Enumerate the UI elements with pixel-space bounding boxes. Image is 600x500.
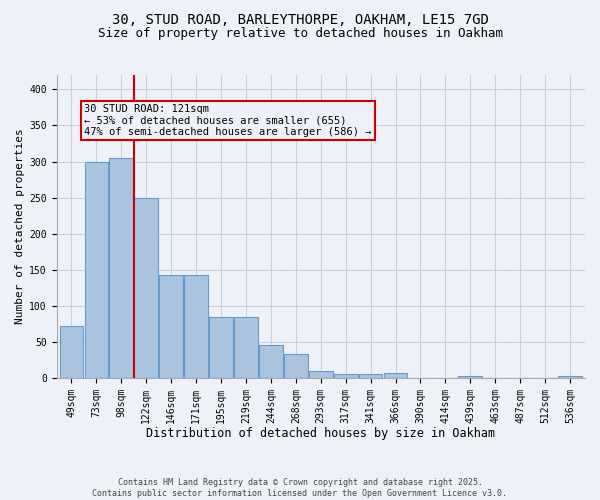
Text: Size of property relative to detached houses in Oakham: Size of property relative to detached ho… (97, 28, 503, 40)
Bar (234, 316, 258, 378)
Bar (85, 162, 108, 378)
Bar (458, 376, 482, 378)
Bar (558, 376, 582, 378)
Bar (184, 274, 208, 378)
Bar (334, 374, 358, 378)
Y-axis label: Number of detached properties: Number of detached properties (15, 128, 25, 324)
Bar (359, 374, 382, 378)
Bar (209, 316, 233, 378)
Bar (284, 354, 308, 378)
Bar (109, 158, 133, 378)
Text: Contains HM Land Registry data © Crown copyright and database right 2025.
Contai: Contains HM Land Registry data © Crown c… (92, 478, 508, 498)
Bar (309, 370, 332, 378)
Bar (59, 326, 83, 378)
X-axis label: Distribution of detached houses by size in Oakham: Distribution of detached houses by size … (146, 427, 496, 440)
Bar (259, 346, 283, 378)
Bar (160, 274, 183, 378)
Bar (134, 198, 158, 378)
Text: 30 STUD ROAD: 121sqm
← 53% of detached houses are smaller (655)
47% of semi-deta: 30 STUD ROAD: 121sqm ← 53% of detached h… (84, 104, 371, 137)
Text: 30, STUD ROAD, BARLEYTHORPE, OAKHAM, LE15 7GD: 30, STUD ROAD, BARLEYTHORPE, OAKHAM, LE1… (112, 12, 488, 26)
Bar (384, 373, 407, 378)
